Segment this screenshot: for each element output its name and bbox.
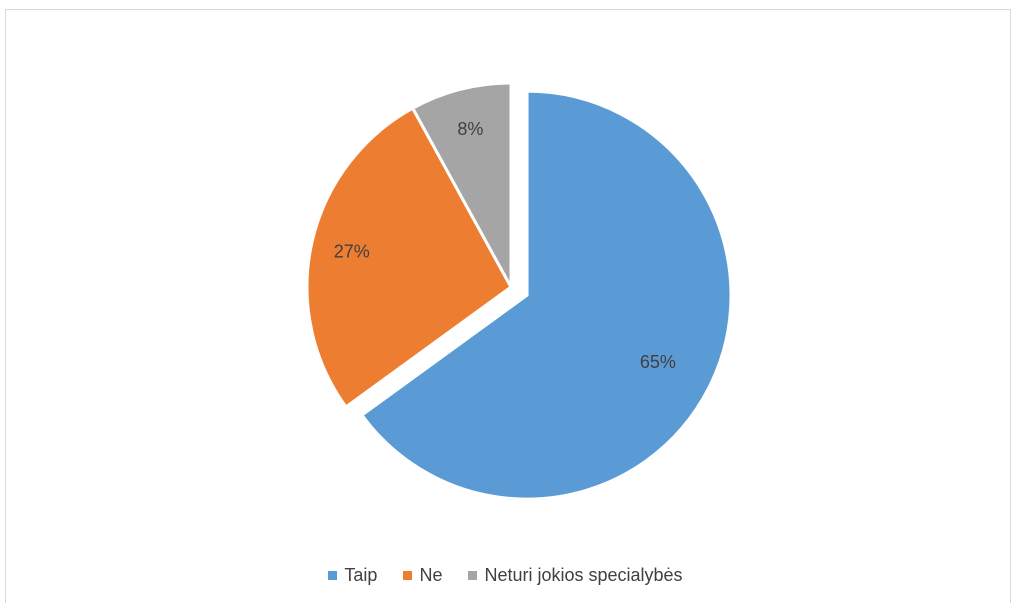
data-label-taip: 65% — [640, 352, 676, 372]
legend-swatch-neturi — [468, 570, 478, 580]
legend-item-ne: Ne — [403, 565, 442, 586]
legend-item-taip: Taip — [328, 565, 377, 586]
legend-label-neturi: Neturi jokios specialybės — [484, 564, 683, 585]
data-label-neturi: 8% — [457, 119, 483, 139]
legend-swatch-taip — [328, 570, 338, 580]
pie-slice-neturi — [411, 81, 513, 289]
pie-slice-ne — [305, 106, 513, 409]
legend-item-neturi: Neturi jokios specialybės — [468, 564, 683, 586]
legend-swatch-ne — [403, 570, 413, 580]
legend-label-taip: Taip — [344, 564, 378, 585]
pie-slice-taip — [360, 89, 733, 501]
data-label-ne: 27% — [334, 241, 370, 261]
legend-label-ne: Ne — [419, 564, 443, 585]
legend: Taip Ne Neturi jokios specialybės — [0, 563, 1011, 587]
